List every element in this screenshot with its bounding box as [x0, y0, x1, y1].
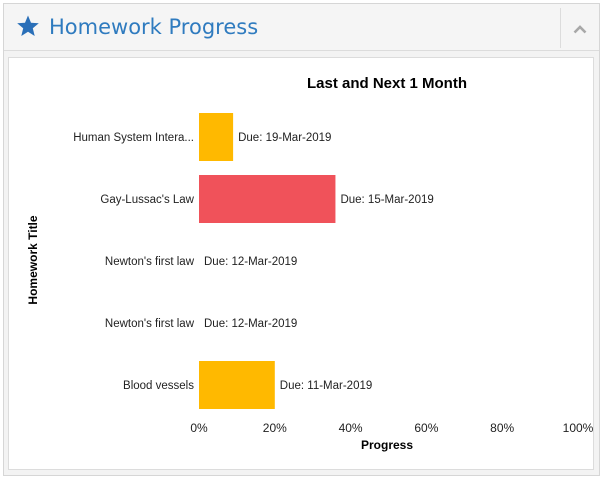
- chart-title: Last and Next 1 Month: [307, 75, 467, 92]
- category-label: Blood vessels: [123, 380, 194, 392]
- data-label: Due: 15-Mar-2019: [340, 194, 433, 206]
- homework-progress-panel: Homework Progress Last and Next 1 Month …: [3, 3, 600, 476]
- data-label: Due: 12-Mar-2019: [204, 256, 297, 268]
- bar[interactable]: [199, 175, 336, 223]
- data-label: Due: 12-Mar-2019: [204, 318, 297, 330]
- bar[interactable]: [199, 361, 275, 409]
- x-tick-label: 80%: [490, 421, 514, 435]
- category-label: Newton's first law: [105, 256, 195, 268]
- x-tick-label: 20%: [263, 421, 287, 435]
- bar-chart: Last and Next 1 Month Human System Inter…: [26, 75, 593, 452]
- panel-header: Homework Progress: [4, 4, 599, 51]
- data-label: Due: 19-Mar-2019: [238, 132, 331, 144]
- category-label: Newton's first law: [105, 318, 195, 330]
- star-icon: [17, 15, 39, 36]
- chevron-up-icon: [573, 25, 587, 34]
- x-tick-label: 100%: [563, 421, 593, 435]
- x-tick-label: 0%: [190, 421, 208, 435]
- chart-container: Last and Next 1 Month Human System Inter…: [8, 57, 594, 470]
- data-label: Due: 11-Mar-2019: [280, 380, 372, 392]
- category-label: Gay-Lussac's Law: [100, 194, 194, 206]
- panel-title: Homework Progress: [49, 15, 259, 39]
- category-label: Human System Intera...: [73, 132, 194, 144]
- bar[interactable]: [199, 113, 234, 161]
- x-tick-label: 60%: [414, 421, 438, 435]
- x-axis-label: Progress: [361, 438, 413, 452]
- collapse-button[interactable]: [560, 8, 599, 48]
- x-tick-label: 40%: [339, 421, 363, 435]
- y-axis-label: Homework Title: [26, 215, 40, 304]
